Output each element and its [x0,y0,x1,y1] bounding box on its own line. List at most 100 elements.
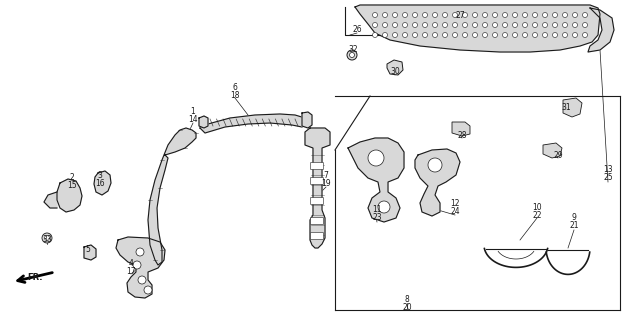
Text: 25: 25 [603,173,613,182]
Polygon shape [452,122,470,136]
Circle shape [347,50,357,60]
FancyBboxPatch shape [310,233,323,239]
Circle shape [533,12,538,18]
Circle shape [503,22,508,28]
Text: 24: 24 [450,206,460,215]
Circle shape [392,33,397,37]
Text: 31: 31 [561,103,571,113]
Circle shape [573,12,578,18]
Text: 15: 15 [67,181,77,190]
Circle shape [573,33,578,37]
Circle shape [432,22,437,28]
Polygon shape [305,128,330,248]
Text: 21: 21 [569,221,579,230]
Text: 32: 32 [348,45,358,54]
Circle shape [42,233,52,243]
Text: 13: 13 [603,165,613,174]
Circle shape [136,248,144,256]
Circle shape [428,158,442,172]
Circle shape [412,33,417,37]
Circle shape [482,12,488,18]
Text: 30: 30 [390,68,400,76]
Text: 23: 23 [372,213,382,222]
Polygon shape [302,112,312,128]
FancyBboxPatch shape [310,197,323,204]
Circle shape [452,33,457,37]
Circle shape [583,33,587,37]
Circle shape [373,33,378,37]
Text: 1: 1 [191,108,196,116]
Circle shape [432,12,437,18]
Circle shape [563,12,568,18]
Circle shape [493,33,498,37]
Circle shape [543,12,548,18]
Circle shape [144,286,152,294]
Circle shape [412,22,417,28]
Circle shape [432,33,437,37]
Circle shape [513,12,518,18]
Circle shape [383,12,388,18]
Text: 20: 20 [402,303,412,313]
Circle shape [462,22,467,28]
Circle shape [543,22,548,28]
Circle shape [462,33,467,37]
Circle shape [583,22,587,28]
Circle shape [482,22,488,28]
Circle shape [133,261,141,269]
Text: 14: 14 [188,116,198,124]
Polygon shape [84,245,96,260]
Circle shape [583,12,587,18]
Circle shape [573,22,578,28]
Polygon shape [348,138,404,222]
FancyBboxPatch shape [310,218,323,225]
Circle shape [533,22,538,28]
Circle shape [553,22,558,28]
Circle shape [513,33,518,37]
Circle shape [503,12,508,18]
Circle shape [373,22,378,28]
Circle shape [412,12,417,18]
Circle shape [472,22,477,28]
Text: 19: 19 [321,179,331,188]
Text: 12: 12 [450,198,460,207]
Polygon shape [387,60,403,75]
Text: 22: 22 [532,211,542,220]
Circle shape [563,22,568,28]
Circle shape [392,12,397,18]
FancyBboxPatch shape [310,163,323,170]
Circle shape [442,33,447,37]
Circle shape [138,276,146,284]
Polygon shape [57,179,82,212]
Text: 28: 28 [457,131,467,140]
Text: 29: 29 [553,150,563,159]
Circle shape [422,33,427,37]
Circle shape [442,12,447,18]
Circle shape [452,12,457,18]
Circle shape [350,52,354,58]
Text: 8: 8 [404,295,409,305]
Polygon shape [588,8,614,52]
Text: 9: 9 [571,213,576,222]
Polygon shape [94,171,111,195]
Circle shape [472,33,477,37]
Circle shape [452,22,457,28]
Circle shape [373,12,378,18]
Circle shape [523,33,528,37]
Circle shape [503,33,508,37]
Text: 11: 11 [373,205,382,214]
Circle shape [482,33,488,37]
Text: FR.: FR. [27,273,43,282]
Text: 5: 5 [85,245,90,254]
Polygon shape [199,116,208,128]
Text: 2: 2 [70,173,74,182]
Text: 6: 6 [232,83,237,92]
Polygon shape [148,128,196,265]
Circle shape [472,12,477,18]
Circle shape [422,22,427,28]
FancyBboxPatch shape [310,178,323,185]
Circle shape [383,33,388,37]
Circle shape [422,12,427,18]
Text: 26: 26 [352,26,362,35]
Circle shape [533,33,538,37]
Text: 27: 27 [455,11,465,20]
